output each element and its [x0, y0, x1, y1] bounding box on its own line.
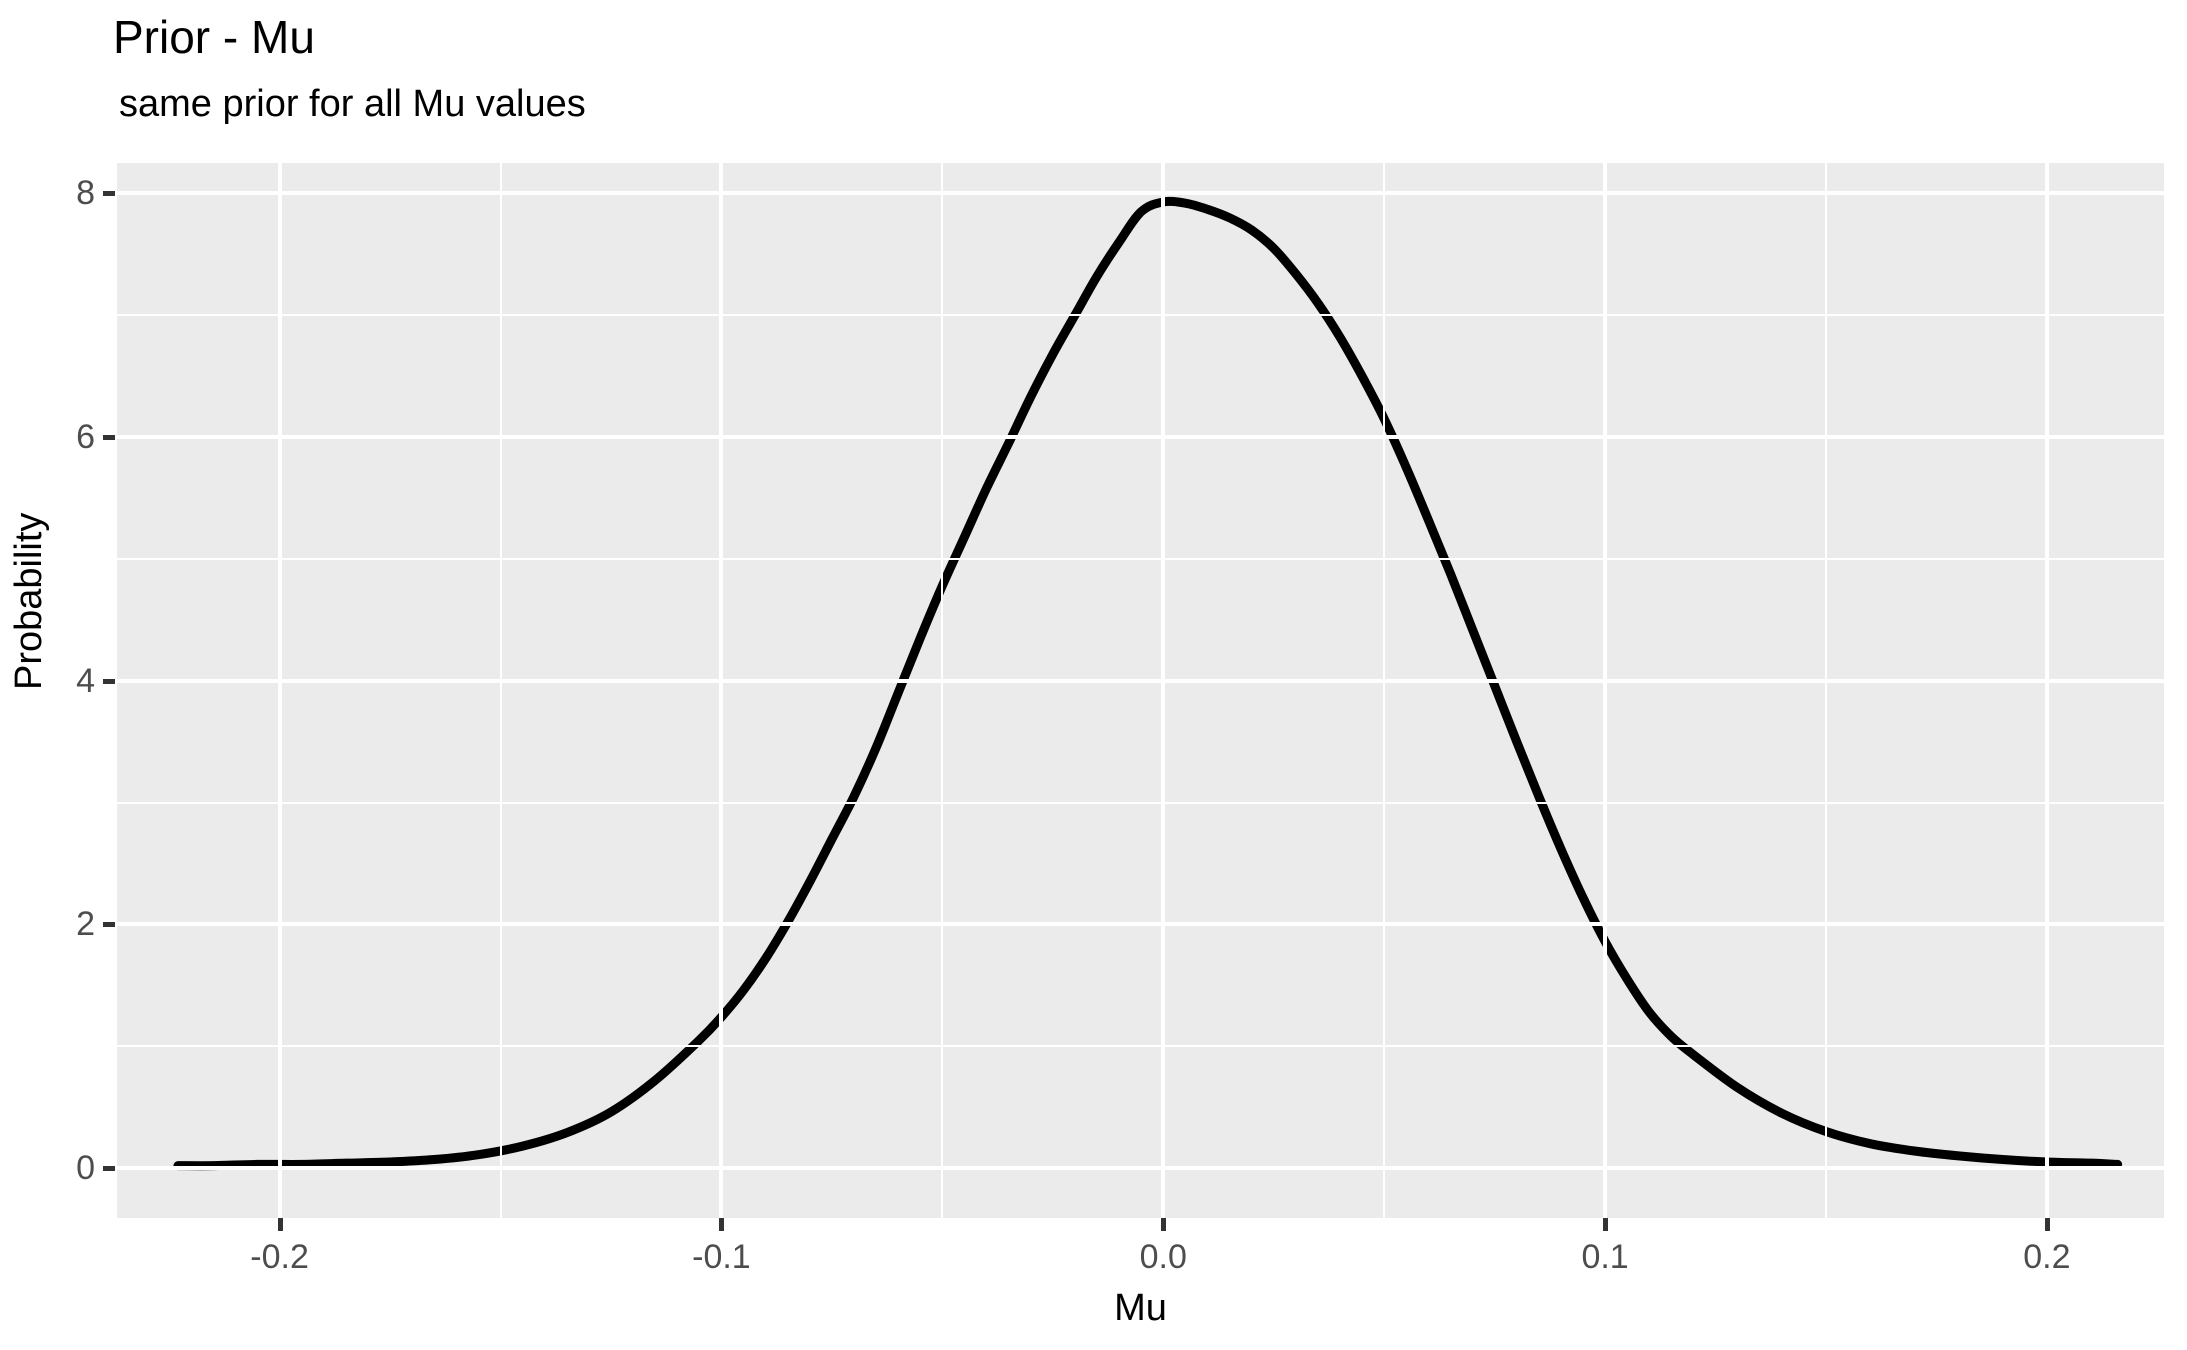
gridline-minor-horizontal [117, 801, 2164, 804]
page-subtitle: same prior for all Mu values [119, 83, 586, 125]
plot-panel [117, 163, 2164, 1218]
y-tick-mark [103, 191, 115, 197]
page-title: Prior - Mu [113, 11, 315, 63]
gridline-minor-horizontal [117, 1045, 2164, 1048]
x-tick-label: 0.1 [1581, 1238, 1629, 1276]
y-tick-label: 6 [76, 418, 95, 457]
gridline-major-vertical [1603, 163, 1608, 1218]
gridline-major-vertical [277, 163, 282, 1218]
gridline-major-horizontal [117, 678, 2164, 683]
y-tick-mark [103, 678, 115, 684]
gridline-minor-horizontal [117, 314, 2164, 317]
gridline-minor-vertical [499, 163, 502, 1218]
y-tick-label: 0 [76, 1149, 95, 1188]
gridline-minor-vertical [1824, 163, 1827, 1218]
y-tick-label: 2 [76, 905, 95, 944]
x-tick-mark [1603, 1218, 1609, 1231]
gridline-major-horizontal [117, 435, 2164, 440]
x-tick-label: -0.1 [692, 1238, 751, 1276]
x-tick-label: -0.2 [250, 1238, 309, 1276]
gridline-minor-vertical [1383, 163, 1386, 1218]
x-tick-mark [2044, 1218, 2050, 1231]
gridline-minor-vertical [941, 163, 944, 1218]
x-tick-mark [277, 1218, 283, 1231]
y-axis-title: Probability [8, 512, 50, 690]
density-curve [173, 196, 2123, 1171]
gridline-major-horizontal [117, 191, 2164, 196]
x-tick-mark [719, 1218, 725, 1231]
gridline-minor-horizontal [117, 557, 2164, 560]
y-tick-label: 4 [76, 661, 95, 700]
gridline-major-vertical [2044, 163, 2049, 1218]
y-tick-mark [103, 922, 115, 928]
x-tick-label: 0.0 [1139, 1238, 1187, 1276]
gridline-major-horizontal [117, 922, 2164, 927]
y-tick-label: 8 [76, 174, 95, 213]
y-tick-mark [103, 435, 115, 441]
x-tick-label: 0.2 [2023, 1238, 2071, 1276]
gridline-major-horizontal [117, 1166, 2164, 1171]
x-axis-title: Mu [1114, 1287, 1167, 1329]
series-line-prior-density [173, 196, 2123, 1171]
gridline-major-vertical [1161, 163, 1166, 1218]
y-tick-mark [103, 1166, 115, 1172]
x-tick-mark [1161, 1218, 1167, 1231]
gridline-major-vertical [719, 163, 724, 1218]
